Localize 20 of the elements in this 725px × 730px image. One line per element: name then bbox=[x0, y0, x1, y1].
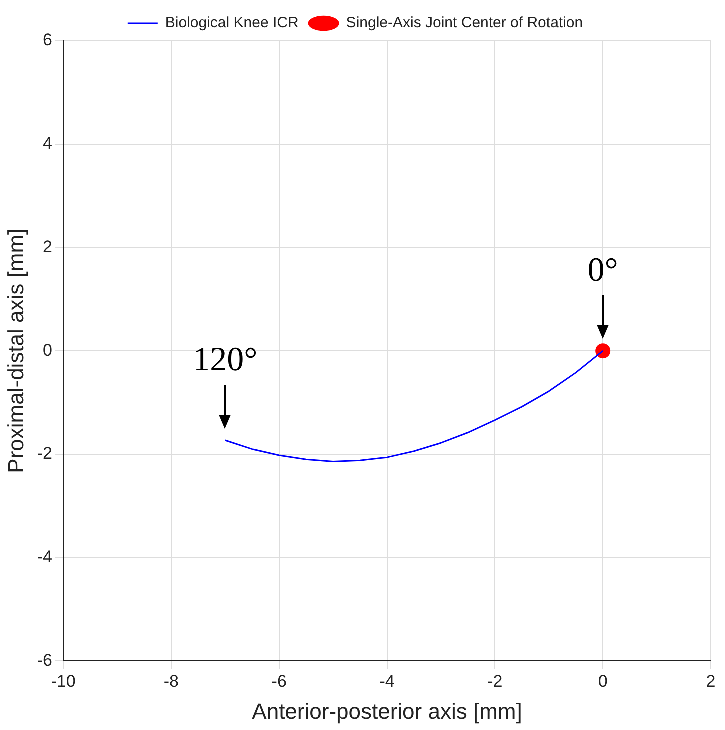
y-tick-label: 2 bbox=[43, 237, 53, 256]
annotation: 120° bbox=[193, 341, 258, 378]
x-axis-title: Anterior-posterior axis [mm] bbox=[252, 698, 522, 724]
x-tick-label: 0 bbox=[598, 672, 608, 692]
annotation: 0° bbox=[588, 252, 618, 290]
x-tick-label: -6 bbox=[272, 672, 287, 692]
legend-label: Biological Knee ICR bbox=[165, 14, 299, 32]
y-tick-label: -4 bbox=[37, 548, 53, 567]
y-tick-label: 6 bbox=[43, 30, 53, 50]
x-tick-label: -8 bbox=[164, 672, 179, 692]
x-tick-label: 2 bbox=[706, 672, 716, 692]
y-tick-label: -6 bbox=[37, 650, 53, 670]
legend-label: Single-Axis Joint Center of Rotation bbox=[346, 14, 584, 32]
x-tick-label: -4 bbox=[380, 672, 395, 692]
x-tick-label: -2 bbox=[488, 672, 503, 692]
y-axis-title: Proximal-distal axis [mm] bbox=[3, 228, 28, 474]
y-tick-label: -2 bbox=[37, 444, 53, 464]
y-tick-label: 0 bbox=[43, 340, 53, 360]
y-tick-label: 4 bbox=[43, 134, 53, 154]
x-tick-label: -10 bbox=[51, 672, 76, 692]
